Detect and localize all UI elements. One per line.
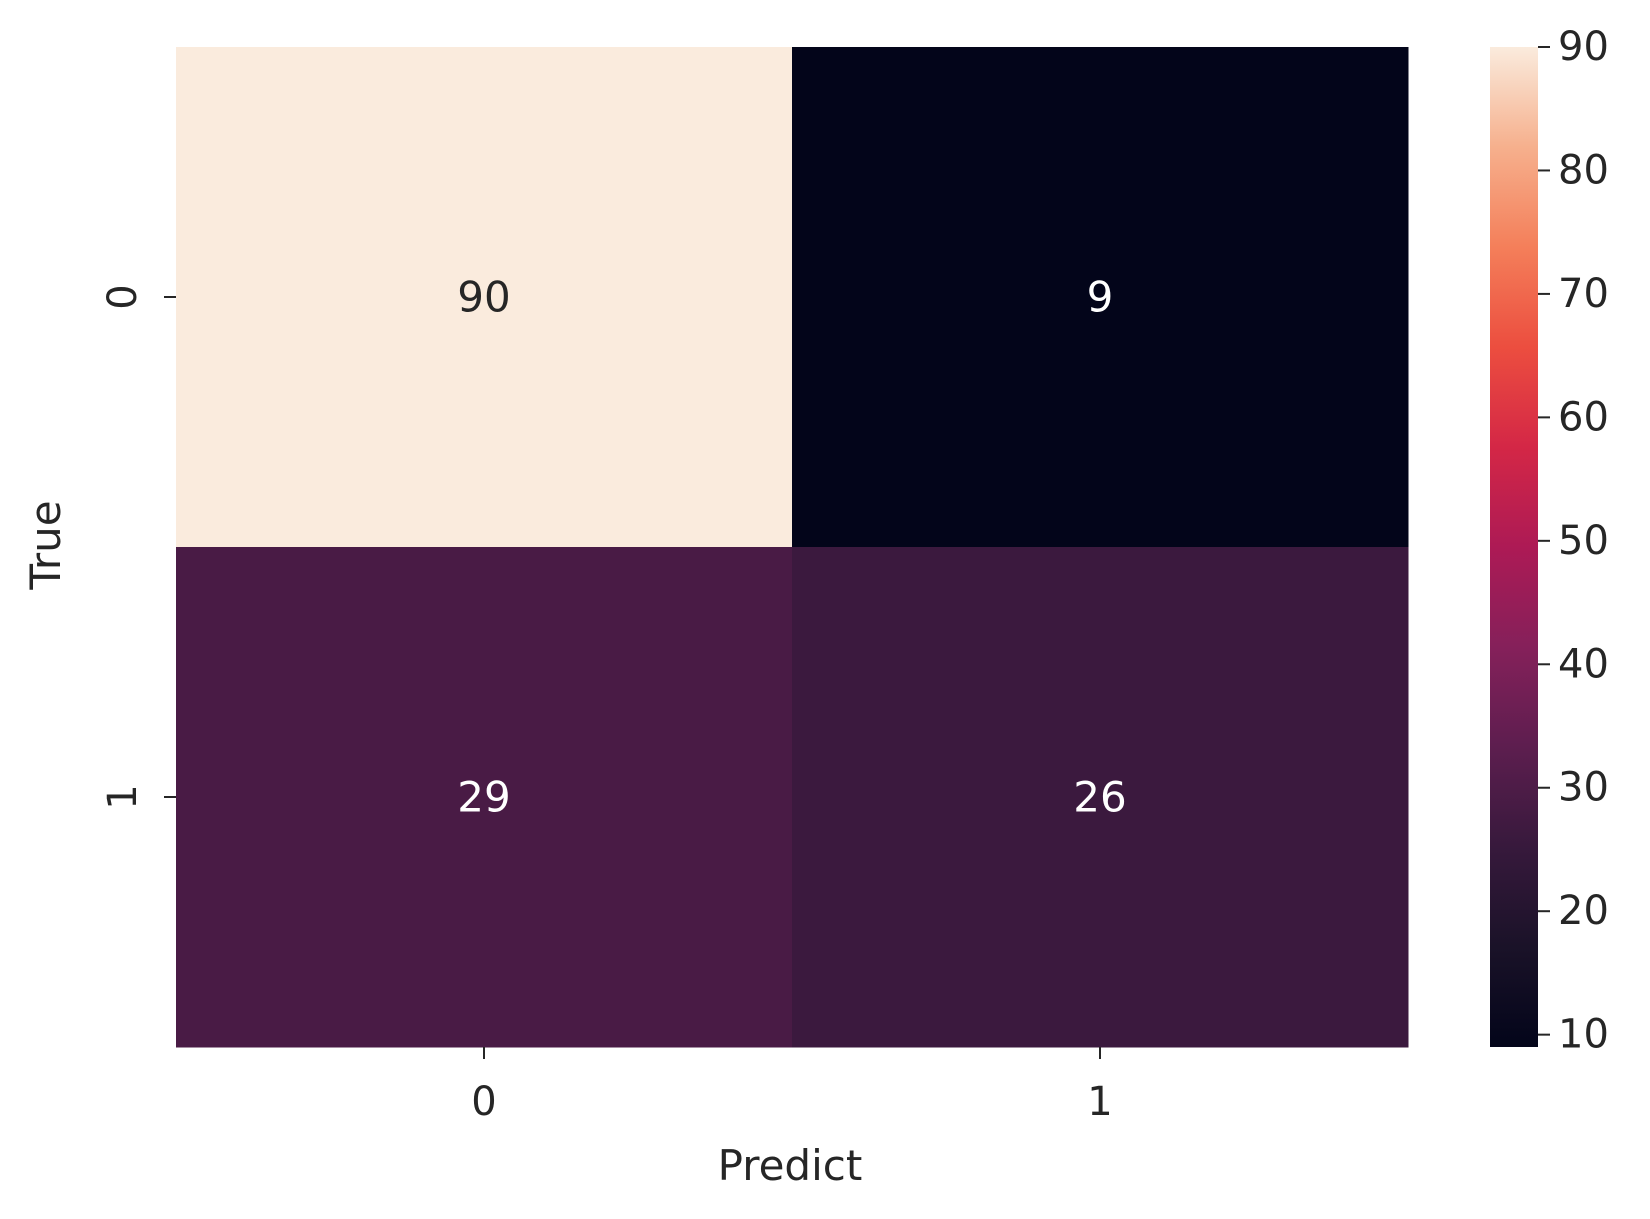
y-tick-label: 1 [100, 784, 146, 809]
x-axis-label: Predict [718, 1141, 863, 1190]
y-tick-label: 0 [100, 284, 146, 309]
heatmap-cell-r1-c0 [176, 547, 793, 1048]
heatmap-cell-r1-c1 [792, 547, 1409, 1048]
colorbar-tick-label: 40 [1558, 641, 1609, 687]
colorbar-tick-label: 10 [1558, 1012, 1609, 1058]
x-tick-label: 1 [1087, 1079, 1112, 1125]
heatmap-cell-label-r0-c1: 9 [1087, 273, 1114, 322]
colorbar: 10 20 30 40 50 60 70 80 90 [1490, 24, 1609, 1058]
colorbar-ticks: 10 20 30 40 50 60 70 80 90 [1538, 24, 1609, 1058]
y-axis-label: True [21, 500, 70, 590]
heatmap-cell-r0-c0 [176, 47, 793, 548]
heatmap-cell-label-r1-c0: 29 [457, 773, 510, 822]
colorbar-tick-label: 50 [1558, 518, 1609, 564]
heatmap-cells: 90 9 29 26 [176, 47, 1409, 1048]
colorbar-tick-label: 80 [1558, 147, 1609, 193]
heatmap-cell-r0-c1 [792, 47, 1409, 548]
colorbar-tick-label: 30 [1558, 765, 1609, 811]
heatmap-cell-label-r1-c1: 26 [1073, 773, 1126, 822]
heatmap-cell-label-r0-c0: 90 [457, 273, 510, 322]
colorbar-tick-label: 60 [1558, 394, 1609, 440]
colorbar-tick-label: 90 [1558, 24, 1609, 70]
y-axis-ticks: 01 [100, 284, 176, 810]
colorbar-tick-label: 70 [1558, 271, 1609, 317]
colorbar-gradient [1490, 47, 1538, 1047]
x-tick-label: 0 [471, 1079, 496, 1125]
colorbar-tick-label: 20 [1558, 888, 1609, 934]
